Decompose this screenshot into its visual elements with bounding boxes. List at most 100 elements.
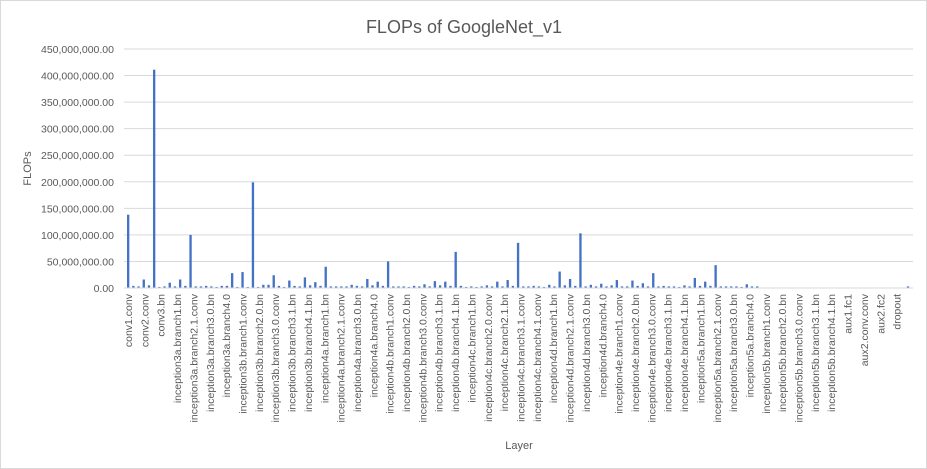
bar bbox=[210, 286, 213, 288]
x-tick-label: conv1.conv bbox=[123, 293, 135, 347]
bar bbox=[626, 286, 629, 288]
bar bbox=[610, 285, 613, 288]
gridlines bbox=[124, 48, 913, 262]
bar bbox=[563, 285, 567, 288]
x-tick-label: inception4d.branch3.0.bn bbox=[581, 294, 593, 412]
bar bbox=[127, 214, 130, 288]
bar bbox=[334, 286, 338, 288]
bar bbox=[667, 286, 670, 288]
bar bbox=[293, 285, 296, 288]
bar bbox=[527, 286, 530, 288]
bar bbox=[672, 286, 676, 288]
bar bbox=[355, 285, 359, 288]
bar bbox=[303, 277, 307, 288]
y-axis-ticks: 0.00 50,000,000.00 100,000,000.00 150,000,0… bbox=[41, 44, 114, 295]
bar bbox=[605, 286, 608, 288]
bar bbox=[241, 272, 244, 288]
x-axis-ticks: conv1.conv conv2.conv conv3.bn inception3a.… bbox=[123, 293, 904, 422]
bar bbox=[594, 286, 598, 288]
bar bbox=[537, 286, 541, 288]
x-tick-label: inception4e.branch3.0.conv bbox=[646, 293, 658, 422]
x-tick-label: inception5a.branch4.0 bbox=[744, 294, 756, 397]
bars bbox=[127, 69, 910, 289]
bar bbox=[615, 280, 619, 288]
x-tick-label: inception4b.branch2.0.bn bbox=[401, 294, 413, 412]
bar bbox=[459, 285, 463, 288]
y-tick-label: 250,000,000.00 bbox=[41, 150, 114, 162]
bar bbox=[511, 285, 515, 288]
bar bbox=[215, 286, 218, 288]
bar bbox=[678, 286, 681, 288]
bar bbox=[652, 273, 655, 288]
x-tick-label: inception4b.branch1.conv bbox=[385, 293, 397, 413]
bar bbox=[449, 285, 452, 288]
y-axis-title: FLOPs bbox=[22, 151, 34, 186]
x-tick-label: inception4d.branch4.0 bbox=[597, 294, 609, 397]
bar bbox=[464, 286, 468, 288]
x-axis-title: Layer bbox=[505, 440, 533, 452]
bar bbox=[163, 286, 166, 288]
x-tick-label: inception3a.branch4.0 bbox=[221, 294, 233, 397]
bar bbox=[568, 278, 572, 288]
bar bbox=[282, 286, 286, 288]
bar bbox=[756, 286, 759, 288]
x-tick-label: inception5b.branch3.1.bn bbox=[810, 294, 822, 412]
bar bbox=[381, 285, 385, 288]
bar bbox=[589, 284, 593, 288]
x-tick-label: inception3a.branch3.0.bn bbox=[205, 294, 217, 412]
bar bbox=[542, 286, 546, 288]
x-tick-label: conv2.conv bbox=[139, 293, 151, 347]
bar bbox=[662, 285, 665, 288]
bar bbox=[137, 286, 140, 288]
bar bbox=[251, 182, 255, 288]
bar bbox=[709, 285, 712, 288]
x-tick-label: inception3b.branch2.0.bn bbox=[254, 294, 266, 412]
bar bbox=[262, 284, 265, 288]
x-tick-label: inception4e.branch4.1.bn bbox=[679, 294, 691, 412]
bar bbox=[397, 286, 400, 288]
bar bbox=[620, 286, 624, 288]
bar bbox=[704, 281, 707, 288]
x-tick-label: inception4c.branch2.1.bn bbox=[499, 294, 511, 411]
x-tick-label: inception4a.branch4.0 bbox=[368, 294, 380, 397]
bar bbox=[906, 286, 910, 288]
bar bbox=[480, 286, 483, 288]
y-tick-label: 450,000,000.00 bbox=[41, 44, 114, 56]
bar bbox=[719, 286, 722, 288]
bar bbox=[698, 285, 702, 288]
bar bbox=[646, 286, 650, 288]
y-tick-label: 200,000,000.00 bbox=[41, 177, 114, 189]
bar bbox=[272, 275, 275, 288]
x-tick-label: inception5a.branch2.1.conv bbox=[712, 293, 724, 422]
x-tick-label: inception5b.branch4.1.bn bbox=[826, 294, 838, 412]
chart-title: FLOPs of GoogleNet_v1 bbox=[366, 17, 562, 38]
x-tick-label: inception4d.branch1.bn bbox=[548, 294, 560, 403]
bar bbox=[735, 286, 738, 288]
bar bbox=[516, 242, 520, 288]
bar bbox=[433, 281, 437, 288]
bar bbox=[392, 286, 395, 288]
x-tick-label: inception4a.branch1.bn bbox=[319, 294, 331, 403]
bar bbox=[345, 286, 348, 288]
bar bbox=[522, 286, 525, 288]
bar bbox=[204, 285, 208, 288]
bar bbox=[475, 286, 478, 288]
bar bbox=[184, 285, 187, 288]
x-tick-label: inception4e.branch3.1.bn bbox=[663, 294, 675, 412]
y-tick-label: 350,000,000.00 bbox=[41, 97, 114, 109]
y-tick-label: 150,000,000.00 bbox=[41, 203, 114, 215]
bar bbox=[688, 286, 691, 288]
bar bbox=[168, 282, 171, 288]
bar bbox=[444, 281, 447, 288]
bar bbox=[490, 286, 494, 288]
bar bbox=[360, 286, 364, 288]
x-tick-label: inception3b.branch3.0.conv bbox=[270, 293, 282, 422]
bar bbox=[199, 286, 203, 288]
bar bbox=[485, 285, 489, 288]
bar bbox=[730, 286, 733, 288]
y-tick-label: 400,000,000.00 bbox=[41, 71, 114, 83]
x-tick-label: inception3b.branch4.1.bn bbox=[303, 294, 315, 412]
x-tick-label: inception4a.branch2.1.conv bbox=[336, 293, 348, 422]
x-tick-label: inception5b.branch3.0.conv bbox=[794, 293, 806, 422]
